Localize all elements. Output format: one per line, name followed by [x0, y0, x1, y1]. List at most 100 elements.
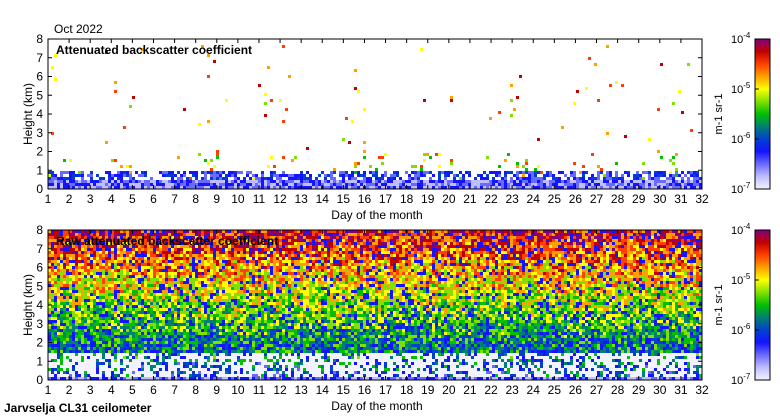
backscatter-cell — [99, 275, 102, 278]
backscatter-cell — [249, 269, 252, 272]
backscatter-cell — [360, 183, 363, 186]
backscatter-cell — [99, 248, 102, 251]
backscatter-cell — [84, 275, 87, 278]
backscatter-cell — [246, 242, 249, 245]
backscatter-cell — [150, 371, 153, 374]
backscatter-cell — [201, 251, 204, 254]
backscatter-cell — [78, 365, 81, 368]
backscatter-cell — [174, 335, 177, 338]
backscatter-cell — [135, 329, 138, 332]
backscatter-cell — [165, 278, 168, 281]
backscatter-cell — [237, 296, 240, 299]
backscatter-cell — [216, 299, 219, 302]
backscatter-cell — [204, 275, 207, 278]
backscatter-cell — [159, 302, 162, 305]
backscatter-cell — [99, 269, 102, 272]
backscatter-cell — [222, 311, 225, 314]
backscatter-cell — [111, 365, 114, 368]
backscatter-cell — [66, 245, 69, 248]
backscatter-cell — [114, 236, 117, 239]
backscatter-cell — [57, 293, 60, 296]
backscatter-cell — [63, 305, 66, 308]
backscatter-cell — [117, 329, 120, 332]
backscatter-cell — [93, 275, 96, 278]
backscatter-cell — [165, 359, 168, 362]
backscatter-cell — [213, 287, 216, 290]
backscatter-cell — [261, 180, 264, 183]
backscatter-cell — [66, 272, 69, 275]
backscatter-cell — [108, 311, 111, 314]
backscatter-cell — [69, 362, 72, 365]
backscatter-cell — [489, 180, 492, 183]
backscatter-cell — [57, 362, 60, 365]
backscatter-cell — [72, 287, 75, 290]
backscatter-cell — [195, 377, 198, 380]
backscatter-cell — [480, 186, 483, 189]
backscatter-cell — [165, 245, 168, 248]
backscatter-cell — [147, 311, 150, 314]
backscatter-cell — [54, 305, 57, 308]
backscatter-cell — [144, 377, 147, 380]
backscatter-cell — [48, 338, 51, 341]
backscatter-cell — [615, 177, 618, 180]
backscatter-cell — [102, 302, 105, 305]
backscatter-cell — [114, 174, 117, 177]
x-tick-label: 16 — [358, 192, 372, 206]
backscatter-cell — [249, 335, 252, 338]
backscatter-cell — [225, 371, 228, 374]
backscatter-cell — [78, 371, 81, 374]
backscatter-cell — [222, 323, 225, 326]
backscatter-cell — [75, 284, 78, 287]
backscatter-cell — [204, 314, 207, 317]
backscatter-cell — [258, 290, 261, 293]
backscatter-cell — [222, 299, 225, 302]
backscatter-cell — [87, 371, 90, 374]
backscatter-cell — [237, 242, 240, 245]
backscatter-cell — [177, 281, 180, 284]
backscatter-cell — [57, 296, 60, 299]
backscatter-cell — [150, 296, 153, 299]
backscatter-cell — [153, 377, 156, 380]
backscatter-cell — [132, 335, 135, 338]
backscatter-cell — [57, 314, 60, 317]
backscatter-cell — [480, 183, 483, 186]
backscatter-cell — [141, 293, 144, 296]
backscatter-cell — [120, 254, 123, 257]
backscatter-cell — [60, 177, 63, 180]
backscatter-cell — [255, 359, 258, 362]
backscatter-cell — [258, 359, 261, 362]
backscatter-cell — [66, 248, 69, 251]
backscatter-cell — [207, 296, 210, 299]
backscatter-cell — [141, 332, 144, 335]
backscatter-cell — [69, 159, 72, 162]
backscatter-cell — [120, 174, 123, 177]
backscatter-cell — [363, 177, 366, 180]
backscatter-cell — [240, 278, 243, 281]
backscatter-cell — [177, 180, 180, 183]
backscatter-cell — [441, 186, 444, 189]
backscatter-cell — [87, 293, 90, 296]
backscatter-cell — [105, 263, 108, 266]
backscatter-cell — [420, 168, 423, 171]
backscatter-cell — [198, 326, 201, 329]
backscatter-cell — [171, 368, 174, 371]
backscatter-cell — [165, 290, 168, 293]
backscatter-cell — [150, 183, 153, 186]
backscatter-cell — [219, 239, 222, 242]
backscatter-cell — [99, 350, 102, 353]
backscatter-cell — [189, 269, 192, 272]
backscatter-cell — [204, 186, 207, 189]
backscatter-cell — [690, 174, 693, 177]
x-tick-label: 6 — [150, 192, 157, 206]
backscatter-cell — [567, 180, 570, 183]
backscatter-cell — [207, 371, 210, 374]
backscatter-cell — [90, 251, 93, 254]
backscatter-cell — [105, 180, 108, 183]
backscatter-cell — [156, 299, 159, 302]
backscatter-cell — [165, 266, 168, 269]
backscatter-cell — [342, 177, 345, 180]
backscatter-cell — [162, 233, 165, 236]
backscatter-cell — [108, 296, 111, 299]
backscatter-cell — [246, 287, 249, 290]
backscatter-cell — [177, 233, 180, 236]
